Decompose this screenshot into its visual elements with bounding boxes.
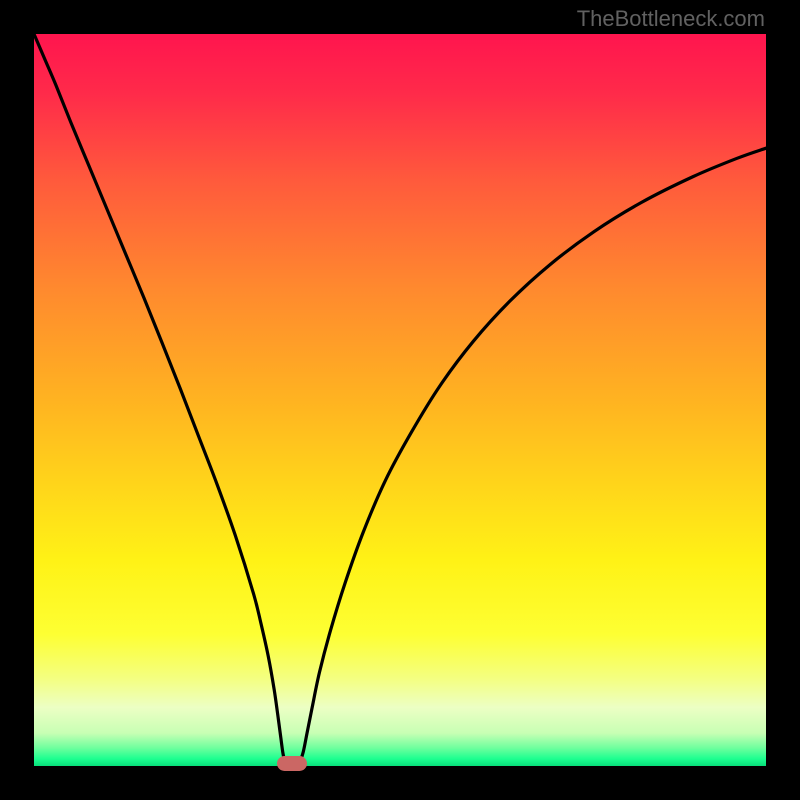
bottleneck-chart: TheBottleneck.com (0, 0, 800, 800)
bottleneck-marker (277, 756, 307, 771)
curve-right-branch (300, 148, 766, 763)
watermark-text: TheBottleneck.com (577, 6, 765, 32)
curve-left-branch (34, 34, 285, 763)
curve-layer (0, 0, 800, 800)
